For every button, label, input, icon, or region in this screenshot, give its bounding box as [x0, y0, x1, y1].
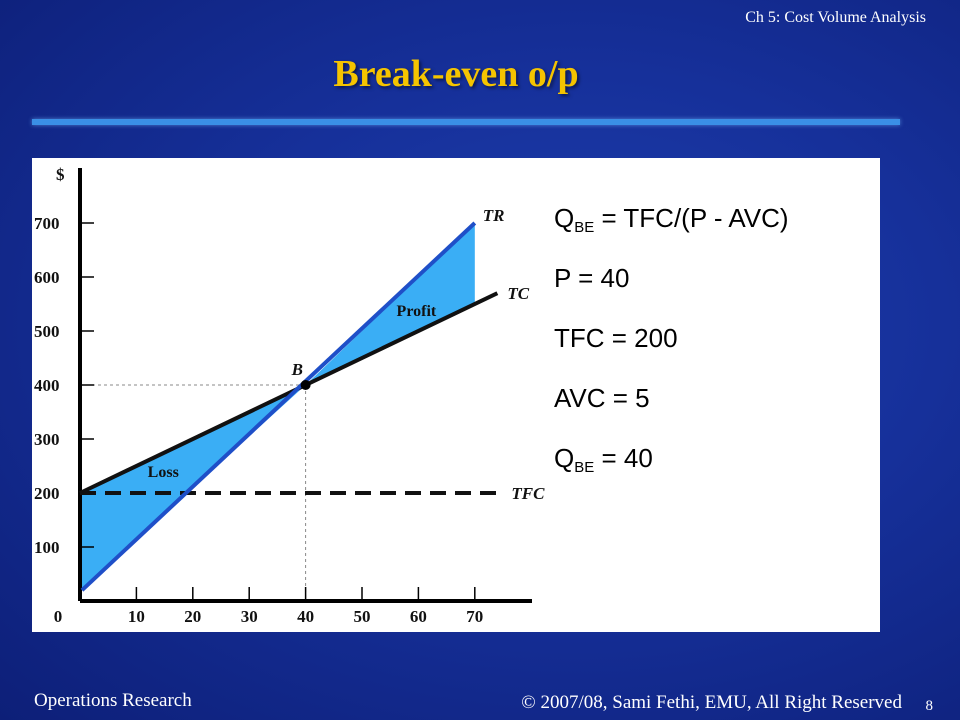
formula-price: P = 40: [554, 263, 630, 293]
y-tick-label: 400: [34, 376, 60, 395]
y-axis-label: $: [56, 165, 65, 184]
tc-line: [79, 291, 499, 495]
tr-label: TR: [483, 206, 505, 225]
chapter-label: Ch 5: Cost Volume Analysis: [745, 9, 926, 26]
page-number: 8: [925, 698, 934, 714]
x-tick-label: 30: [241, 607, 258, 626]
y-tick-label: 200: [34, 484, 60, 503]
course-name: Operations Research: [34, 690, 192, 711]
profit-label: Profit: [397, 303, 437, 320]
breakeven-label: B: [291, 360, 303, 379]
tc-label: TC: [507, 284, 529, 303]
x-tick-label: 20: [184, 607, 201, 626]
x-tick-label: 70: [466, 607, 483, 626]
tfc-label: TFC: [511, 484, 545, 503]
copyright: © 2007/08, Sami Fethi, EMU, All Right Re…: [521, 692, 902, 713]
y-tick-label: 500: [34, 322, 60, 341]
breakeven-chart: 100200300400500600700010203040506070$QTR…: [34, 165, 545, 626]
y-tick-label: 100: [34, 538, 60, 557]
y-tick-label: 600: [34, 268, 60, 287]
breakeven-point: [300, 380, 311, 390]
x-tick-label: 60: [410, 607, 427, 626]
formula-avc: AVC = 5: [554, 383, 650, 413]
tr-line: [80, 221, 477, 592]
loss-label: Loss: [148, 464, 179, 481]
formula-qbe-result: QBE = 40: [554, 443, 653, 476]
x-tick-label: 0: [54, 607, 63, 626]
x-tick-label: 50: [354, 607, 371, 626]
x-tick-label: 40: [297, 607, 314, 626]
title-divider: [32, 119, 900, 125]
chart-panel: 100200300400500600700010203040506070$QTR…: [32, 158, 880, 632]
formula-tfc: TFC = 200: [554, 323, 678, 353]
y-tick-label: 300: [34, 430, 60, 449]
y-tick-label: 700: [34, 214, 60, 233]
slide-title: Break-even o/p: [333, 53, 579, 95]
formula-block: QBE = TFC/(P - AVC) P = 40 TFC = 200 AVC…: [554, 188, 789, 488]
formula-qbe: QBE = TFC/(P - AVC): [554, 203, 789, 236]
x-tick-label: 10: [128, 607, 145, 626]
